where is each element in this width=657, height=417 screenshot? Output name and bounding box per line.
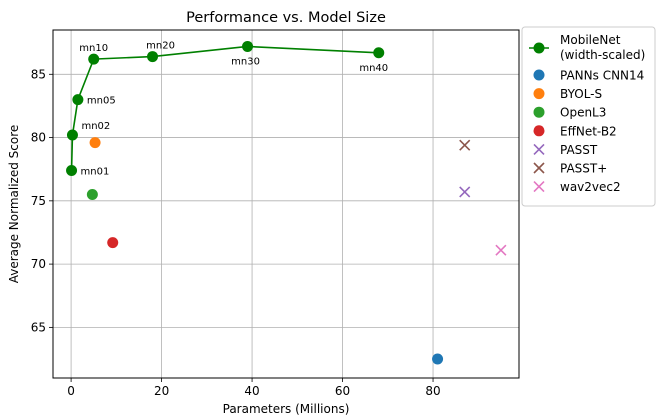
y-tick-label: 70 xyxy=(31,257,46,271)
y-tick-label: 75 xyxy=(31,194,46,208)
legend-label: PANNs CNN14 xyxy=(560,69,644,83)
legend-entry-byol-s: BYOL-S xyxy=(533,87,602,101)
plot-frame xyxy=(52,29,520,379)
panns-cnn14-point xyxy=(432,353,444,365)
legend-label: PASST xyxy=(560,143,598,157)
legend-label: (width-scaled) xyxy=(560,48,645,62)
axis-ticks: 0 20 40 60 80 65 70 75 80 85 xyxy=(31,67,441,398)
legend-entry-passt-: PASST+ xyxy=(533,162,607,176)
legend-entry-wav2vec2: wav2vec2 xyxy=(533,180,621,194)
byol-s-point xyxy=(89,137,101,149)
x-marker-stroke xyxy=(495,244,507,256)
legend-entry-openl3: OpenL3 xyxy=(533,106,606,120)
wav2vec2-point xyxy=(495,244,507,256)
legend-label: PASST+ xyxy=(560,162,607,176)
legend-label: MobileNet xyxy=(560,33,621,47)
x-tick-label: 20 xyxy=(154,384,169,398)
legend-marker xyxy=(533,42,545,54)
legend-marker xyxy=(533,88,545,100)
mobilenet-point-mn30 xyxy=(242,40,254,52)
line-series xyxy=(70,45,379,171)
x-tick-label: 80 xyxy=(425,384,440,398)
point-label-mn20: mn20 xyxy=(146,41,175,52)
legend-entry-passt: PASST xyxy=(533,143,598,157)
chart-title: Performance vs. Model Size xyxy=(186,10,386,26)
y-tick-label: 85 xyxy=(31,67,46,81)
point-label-mn02: mn02 xyxy=(81,121,110,132)
mobilenet-point-mn40 xyxy=(373,47,385,59)
mobilenet-line xyxy=(70,45,379,171)
legend-label: OpenL3 xyxy=(560,106,606,120)
legend-entry-panns-cnn14: PANNs CNN14 xyxy=(533,69,644,83)
x-tick-label: 60 xyxy=(335,384,350,398)
x-marker-stroke xyxy=(459,139,471,151)
x-axis-label: Parameters (Millions) xyxy=(223,402,350,416)
grid xyxy=(53,30,519,378)
point-label-mn01: mn01 xyxy=(81,166,110,177)
legend-marker xyxy=(533,143,545,155)
passt-point xyxy=(459,186,471,198)
legend-marker xyxy=(533,106,545,118)
openl3-point xyxy=(86,189,98,201)
point-label-mn30: mn30 xyxy=(231,56,260,67)
mobilenet-point-mn01 xyxy=(66,164,78,176)
legend: MobileNet(width-scaled) PANNs CNN14 BYOL-S… xyxy=(521,26,656,207)
point-label-mn40: mn40 xyxy=(359,63,388,74)
y-tick-label: 80 xyxy=(31,131,46,145)
point-label-mn05: mn05 xyxy=(87,96,116,107)
mobilenet-point-mn05 xyxy=(72,94,84,106)
y-axis-label: Average Normalized Score xyxy=(7,125,21,284)
legend-entry-effnet-b2: EffNet-B2 xyxy=(533,124,617,138)
mobilenet-point-mn10 xyxy=(88,53,100,65)
y-tick-label: 65 xyxy=(31,320,46,334)
legend-entry-mobilenet: MobileNet(width-scaled) xyxy=(529,33,645,62)
legend-label: wav2vec2 xyxy=(560,180,621,194)
legend-marker xyxy=(533,69,545,81)
x-tick-label: 40 xyxy=(244,384,259,398)
legend-marker xyxy=(533,181,545,193)
effnet-b2-point xyxy=(107,237,119,249)
data-points xyxy=(66,40,507,365)
passt--point xyxy=(459,139,471,151)
legend-marker xyxy=(533,125,545,137)
legend-label: BYOL-S xyxy=(560,87,602,101)
point-labels: mn01 mn02 mn05 mn10 mn20 mn30 mn40 xyxy=(79,41,388,178)
mobilenet-point-mn02 xyxy=(66,129,78,141)
mobilenet-point-mn20 xyxy=(147,51,159,63)
legend-label: EffNet-B2 xyxy=(560,124,617,138)
x-tick-label: 0 xyxy=(67,384,75,398)
x-marker-stroke xyxy=(459,186,471,198)
legend-marker xyxy=(533,162,545,174)
legend-box xyxy=(521,26,656,207)
point-label-mn10: mn10 xyxy=(79,43,108,54)
